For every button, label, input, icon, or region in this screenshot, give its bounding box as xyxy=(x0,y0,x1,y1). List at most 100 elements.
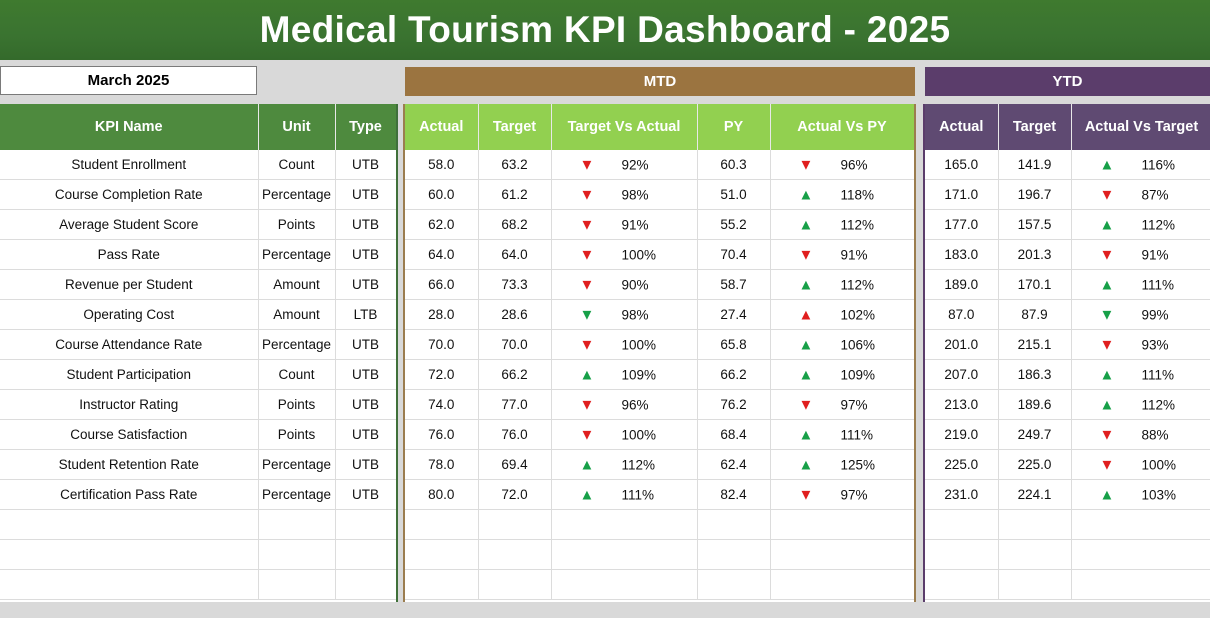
kpi-name-cell[interactable]: Student Retention Rate xyxy=(0,449,259,480)
mtd-target-vs-actual-cell[interactable]: ▼ 100% xyxy=(551,419,698,450)
mtd-py-cell[interactable]: 27.4 xyxy=(697,299,771,330)
mtd-target-vs-actual-cell[interactable]: ▼ 91% xyxy=(551,209,698,240)
ytd-actual-cell[interactable]: 231.0 xyxy=(925,479,999,510)
mtd-actual-vs-py-cell[interactable]: ▲ 125% xyxy=(770,449,914,480)
unit-cell[interactable]: Count xyxy=(258,359,336,390)
mtd-target-cell[interactable]: 73.3 xyxy=(478,269,552,300)
ytd-target-cell[interactable]: 249.7 xyxy=(998,419,1072,450)
empty-cell[interactable] xyxy=(697,509,771,540)
mtd-actual-cell[interactable]: 80.0 xyxy=(405,479,479,510)
type-cell[interactable]: UTB xyxy=(335,359,396,390)
empty-cell[interactable] xyxy=(925,509,999,540)
type-cell[interactable]: UTB xyxy=(335,239,396,270)
empty-cell[interactable] xyxy=(697,569,771,600)
empty-cell[interactable] xyxy=(998,509,1072,540)
mtd-py-cell[interactable]: 76.2 xyxy=(697,389,771,420)
empty-cell[interactable] xyxy=(258,569,336,600)
type-cell[interactable]: UTB xyxy=(335,179,396,210)
mtd-actual-vs-py-cell[interactable]: ▲ 109% xyxy=(770,359,914,390)
empty-cell[interactable] xyxy=(0,569,259,600)
mtd-target-vs-actual-cell[interactable]: ▼ 96% xyxy=(551,389,698,420)
mtd-target-cell[interactable]: 76.0 xyxy=(478,419,552,450)
empty-cell[interactable] xyxy=(478,569,552,600)
mtd-target-cell[interactable]: 63.2 xyxy=(478,150,552,180)
ytd-target-cell[interactable]: 157.5 xyxy=(998,209,1072,240)
mtd-actual-cell[interactable]: 62.0 xyxy=(405,209,479,240)
mtd-py-cell[interactable]: 70.4 xyxy=(697,239,771,270)
ytd-actual-vs-target-cell[interactable]: ▲ 112% xyxy=(1071,209,1210,240)
type-cell[interactable]: UTB xyxy=(335,389,396,420)
mtd-py-cell[interactable]: 68.4 xyxy=(697,419,771,450)
unit-cell[interactable]: Percentage xyxy=(258,329,336,360)
ytd-target-cell[interactable]: 141.9 xyxy=(998,150,1072,180)
mtd-target-cell[interactable]: 64.0 xyxy=(478,239,552,270)
mtd-target-vs-actual-cell[interactable]: ▼ 98% xyxy=(551,299,698,330)
ytd-target-cell[interactable]: 224.1 xyxy=(998,479,1072,510)
unit-cell[interactable]: Points xyxy=(258,419,336,450)
empty-cell[interactable] xyxy=(405,539,479,570)
empty-cell[interactable] xyxy=(478,509,552,540)
kpi-name-cell[interactable]: Operating Cost xyxy=(0,299,259,330)
ytd-actual-vs-target-cell[interactable]: ▼ 100% xyxy=(1071,449,1210,480)
kpi-name-cell[interactable]: Pass Rate xyxy=(0,239,259,270)
kpi-name-cell[interactable]: Course Attendance Rate xyxy=(0,329,259,360)
ytd-actual-cell[interactable]: 171.0 xyxy=(925,179,999,210)
mtd-actual-cell[interactable]: 74.0 xyxy=(405,389,479,420)
mtd-actual-vs-py-cell[interactable]: ▲ 102% xyxy=(770,299,914,330)
empty-cell[interactable] xyxy=(335,509,396,540)
empty-cell[interactable] xyxy=(0,539,259,570)
ytd-actual-cell[interactable]: 207.0 xyxy=(925,359,999,390)
empty-cell[interactable] xyxy=(925,569,999,600)
mtd-py-cell[interactable]: 55.2 xyxy=(697,209,771,240)
mtd-target-cell[interactable]: 77.0 xyxy=(478,389,552,420)
unit-cell[interactable]: Amount xyxy=(258,299,336,330)
ytd-target-cell[interactable]: 201.3 xyxy=(998,239,1072,270)
mtd-target-vs-actual-cell[interactable]: ▼ 100% xyxy=(551,239,698,270)
type-cell[interactable]: UTB xyxy=(335,419,396,450)
kpi-name-cell[interactable]: Student Participation xyxy=(0,359,259,390)
empty-cell[interactable] xyxy=(770,569,914,600)
empty-cell[interactable] xyxy=(1071,539,1210,570)
unit-cell[interactable]: Count xyxy=(258,150,336,180)
kpi-name-cell[interactable]: Student Enrollment xyxy=(0,150,259,180)
mtd-py-cell[interactable]: 51.0 xyxy=(697,179,771,210)
mtd-target-vs-actual-cell[interactable]: ▲ 112% xyxy=(551,449,698,480)
mtd-actual-vs-py-cell[interactable]: ▲ 112% xyxy=(770,209,914,240)
mtd-actual-vs-py-cell[interactable]: ▼ 91% xyxy=(770,239,914,270)
ytd-target-cell[interactable]: 215.1 xyxy=(998,329,1072,360)
empty-cell[interactable] xyxy=(770,509,914,540)
empty-cell[interactable] xyxy=(1071,509,1210,540)
ytd-actual-cell[interactable]: 213.0 xyxy=(925,389,999,420)
kpi-name-cell[interactable]: Certification Pass Rate xyxy=(0,479,259,510)
ytd-target-cell[interactable]: 196.7 xyxy=(998,179,1072,210)
mtd-py-cell[interactable]: 60.3 xyxy=(697,150,771,180)
mtd-target-cell[interactable]: 66.2 xyxy=(478,359,552,390)
kpi-name-cell[interactable]: Course Completion Rate xyxy=(0,179,259,210)
mtd-py-cell[interactable]: 82.4 xyxy=(697,479,771,510)
ytd-actual-cell[interactable]: 225.0 xyxy=(925,449,999,480)
mtd-actual-cell[interactable]: 60.0 xyxy=(405,179,479,210)
empty-cell[interactable] xyxy=(258,509,336,540)
mtd-target-vs-actual-cell[interactable]: ▲ 111% xyxy=(551,479,698,510)
month-selector[interactable]: March 2025 xyxy=(0,66,257,95)
ytd-target-cell[interactable]: 186.3 xyxy=(998,359,1072,390)
mtd-target-cell[interactable]: 69.4 xyxy=(478,449,552,480)
unit-cell[interactable]: Percentage xyxy=(258,179,336,210)
ytd-actual-vs-target-cell[interactable]: ▼ 87% xyxy=(1071,179,1210,210)
ytd-actual-cell[interactable]: 189.0 xyxy=(925,269,999,300)
unit-cell[interactable]: Percentage xyxy=(258,449,336,480)
kpi-name-cell[interactable]: Revenue per Student xyxy=(0,269,259,300)
empty-cell[interactable] xyxy=(405,569,479,600)
unit-cell[interactable]: Amount xyxy=(258,269,336,300)
empty-cell[interactable] xyxy=(551,569,698,600)
type-cell[interactable]: UTB xyxy=(335,449,396,480)
ytd-actual-cell[interactable]: 183.0 xyxy=(925,239,999,270)
mtd-actual-vs-py-cell[interactable]: ▲ 118% xyxy=(770,179,914,210)
unit-cell[interactable]: Points xyxy=(258,389,336,420)
mtd-target-vs-actual-cell[interactable]: ▼ 90% xyxy=(551,269,698,300)
type-cell[interactable]: UTB xyxy=(335,269,396,300)
ytd-target-cell[interactable]: 170.1 xyxy=(998,269,1072,300)
ytd-actual-vs-target-cell[interactable]: ▲ 111% xyxy=(1071,359,1210,390)
empty-cell[interactable] xyxy=(258,539,336,570)
mtd-py-cell[interactable]: 66.2 xyxy=(697,359,771,390)
